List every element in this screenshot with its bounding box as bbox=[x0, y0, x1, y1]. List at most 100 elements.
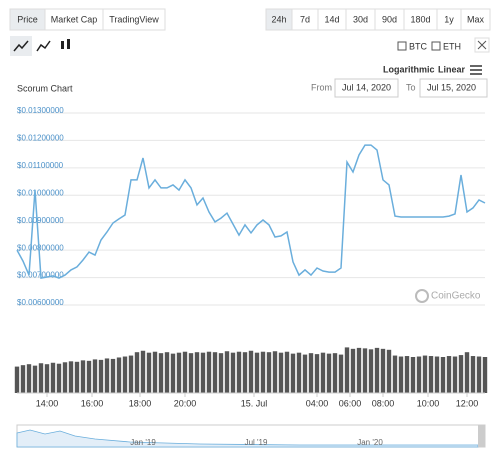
volume-bar bbox=[440, 357, 446, 393]
volume-bar bbox=[224, 351, 230, 393]
volume-bar bbox=[152, 351, 158, 393]
range-label[interactable]: 7d bbox=[300, 14, 310, 24]
volume-bar bbox=[416, 356, 422, 393]
expand-box[interactable] bbox=[474, 37, 490, 53]
volume-bar bbox=[338, 354, 344, 393]
to-input[interactable] bbox=[419, 78, 488, 98]
volume-bar bbox=[56, 363, 62, 393]
tab-label[interactable]: TradingView bbox=[109, 14, 159, 24]
volume-bar bbox=[326, 353, 332, 393]
volume-bar bbox=[74, 361, 80, 393]
volume-bar bbox=[50, 362, 56, 393]
volume-bar bbox=[320, 352, 326, 393]
volume-bar bbox=[62, 362, 68, 393]
y-tick-label: $0.00600000 bbox=[17, 298, 64, 307]
tab-label[interactable]: Price bbox=[17, 14, 38, 24]
range-label[interactable]: 180d bbox=[410, 14, 430, 24]
candle-glyph[interactable] bbox=[61, 41, 64, 49]
volume-bar bbox=[452, 356, 458, 393]
eth-checkbox[interactable] bbox=[431, 41, 441, 51]
volume-bar bbox=[14, 366, 20, 393]
volume-bar bbox=[80, 360, 86, 393]
volume-bar bbox=[164, 352, 170, 393]
range-label[interactable]: 30d bbox=[353, 14, 368, 24]
volume-bar bbox=[350, 348, 356, 393]
range-label[interactable]: 24h bbox=[271, 14, 286, 24]
x-tick-label: 14:00 bbox=[36, 398, 59, 408]
navigator-label: Jan '19 bbox=[130, 438, 156, 447]
volume-bar bbox=[26, 364, 32, 393]
volume-bar bbox=[140, 350, 146, 393]
compare-label[interactable]: ETH bbox=[443, 41, 461, 51]
range-label[interactable]: Max bbox=[467, 14, 485, 24]
chart-type-icons[interactable] bbox=[10, 36, 70, 56]
range-label[interactable]: 90d bbox=[382, 14, 397, 24]
volume-bar bbox=[86, 360, 92, 393]
volume-bar bbox=[374, 347, 380, 393]
volume-bar bbox=[104, 358, 110, 393]
volume-bar bbox=[200, 352, 206, 393]
expand-icon[interactable] bbox=[474, 37, 490, 53]
volume-bar bbox=[158, 353, 164, 393]
volume-bar bbox=[116, 357, 122, 393]
volume-bar bbox=[242, 352, 248, 393]
volume-bar bbox=[170, 353, 176, 393]
volume-bar bbox=[44, 364, 50, 393]
expand-arrows bbox=[477, 40, 487, 50]
volume-bar bbox=[218, 353, 224, 393]
btc-checkbox[interactable] bbox=[397, 41, 407, 51]
volume-bar bbox=[464, 352, 470, 393]
volume-bar bbox=[284, 351, 290, 393]
chart-glyph[interactable] bbox=[36, 40, 51, 52]
from-label: From bbox=[311, 82, 332, 92]
x-tick-label: 15. Jul bbox=[241, 398, 268, 408]
menu-icon[interactable] bbox=[470, 65, 482, 75]
range-label[interactable]: 1y bbox=[444, 14, 454, 24]
volume-bar bbox=[254, 352, 260, 393]
chart-title: Scorum Chart bbox=[17, 83, 73, 93]
volume-bar bbox=[110, 358, 116, 393]
volume-bar bbox=[356, 347, 362, 393]
scale-option[interactable]: Logarithmic bbox=[383, 64, 435, 74]
from-date[interactable]: Jul 14, 2020 bbox=[342, 82, 391, 92]
volume-bar bbox=[32, 365, 38, 393]
volume-bar bbox=[236, 351, 242, 393]
volume-bar bbox=[344, 347, 350, 393]
volume-bar bbox=[362, 348, 368, 393]
watermark-logo bbox=[415, 289, 429, 303]
from-input[interactable] bbox=[334, 78, 399, 98]
tab-label[interactable]: Market Cap bbox=[51, 14, 98, 24]
volume-bar bbox=[476, 356, 482, 393]
volume-bar bbox=[128, 355, 134, 393]
to-date[interactable]: Jul 15, 2020 bbox=[427, 82, 476, 92]
x-tick-label: 16:00 bbox=[81, 398, 104, 408]
y-tick-label: $0.01300000 bbox=[17, 106, 64, 115]
volume-bar bbox=[20, 365, 26, 393]
volume-bar bbox=[266, 352, 272, 393]
volume-bar bbox=[368, 349, 374, 393]
tab[interactable] bbox=[102, 8, 166, 31]
volume-bar bbox=[92, 359, 98, 393]
volume-bar bbox=[122, 356, 128, 393]
x-tick-label: 18:00 bbox=[129, 398, 152, 408]
volume-bar bbox=[458, 355, 464, 393]
volume-bar bbox=[206, 351, 212, 393]
y-tick-label: $0.00800000 bbox=[17, 243, 64, 252]
volume-bar bbox=[278, 352, 284, 393]
volume-bar bbox=[260, 351, 266, 393]
compare-label[interactable]: BTC bbox=[409, 41, 428, 51]
range-button[interactable] bbox=[460, 8, 491, 31]
y-tick-label: $0.01000000 bbox=[17, 188, 64, 197]
navigator-handle[interactable] bbox=[478, 425, 485, 447]
volume-bar bbox=[290, 353, 296, 393]
volume-bar bbox=[230, 352, 236, 393]
volume-bar bbox=[308, 353, 314, 393]
candle-glyph[interactable] bbox=[67, 39, 70, 49]
range-label[interactable]: 14d bbox=[324, 14, 339, 24]
volume-bar bbox=[248, 350, 254, 393]
scale-option[interactable]: Linear bbox=[438, 64, 466, 74]
volume-bar bbox=[482, 357, 488, 393]
line-glyph bbox=[13, 40, 29, 52]
x-tick-label: 06:00 bbox=[339, 398, 362, 408]
